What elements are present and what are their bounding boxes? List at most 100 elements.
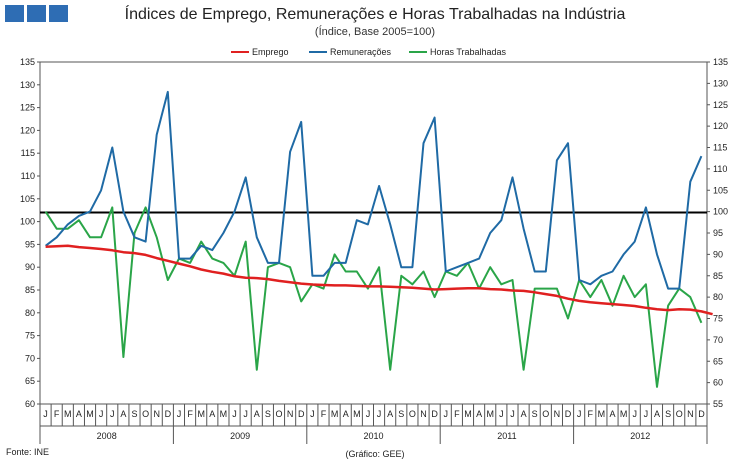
y-right-tick-label: 60 — [713, 378, 723, 388]
y-right-tick-label: 70 — [713, 335, 723, 345]
x-month-label: J — [366, 409, 371, 419]
y-left-tick-label: 105 — [20, 194, 35, 204]
x-month-label: J — [499, 409, 504, 419]
x-month-label: M — [86, 409, 94, 419]
y-left-tick-label: 135 — [20, 57, 35, 67]
x-month-label: N — [687, 409, 694, 419]
x-year-label: 2010 — [363, 431, 383, 441]
y-right-tick-label: 120 — [713, 121, 728, 131]
x-month-label: D — [698, 409, 705, 419]
legend-label: Remunerações — [330, 47, 392, 57]
x-month-label: D — [565, 409, 572, 419]
x-month-label: N — [153, 409, 160, 419]
x-month-label: A — [254, 409, 260, 419]
x-month-label: F — [588, 409, 594, 419]
x-year-label: 2008 — [97, 431, 117, 441]
x-month-label: J — [43, 409, 48, 419]
x-month-label: M — [620, 409, 628, 419]
x-month-label: J — [110, 409, 115, 419]
x-month-label: J — [177, 409, 182, 419]
y-left-tick-label: 125 — [20, 103, 35, 113]
series-line-remunerações — [44, 90, 703, 290]
y-left-tick-label: 80 — [25, 308, 35, 318]
x-month-label: J — [577, 409, 582, 419]
x-month-label: S — [532, 409, 538, 419]
y-right-tick-label: 115 — [713, 143, 727, 153]
x-month-label: F — [54, 409, 60, 419]
x-month-label: M — [353, 409, 361, 419]
x-month-label: J — [310, 409, 315, 419]
x-year-label: 2011 — [497, 431, 516, 441]
y-right-tick-label: 100 — [713, 207, 728, 217]
x-year-label: 2009 — [230, 431, 250, 441]
x-month-label: J — [99, 409, 104, 419]
chart-subtitle: (Índice, Base 2005=100) — [314, 26, 436, 38]
x-month-label: M — [220, 409, 228, 419]
y-right-tick-label: 85 — [713, 271, 723, 281]
x-month-label: J — [510, 409, 515, 419]
y-left-tick-label: 65 — [25, 376, 35, 386]
chart-title: Índices de Emprego, Remunerações e Horas… — [124, 6, 626, 23]
x-month-label: D — [431, 409, 438, 419]
x-month-label: A — [387, 409, 393, 419]
y-left-tick-label: 70 — [25, 353, 35, 363]
x-month-label: O — [542, 409, 549, 419]
x-month-label: O — [142, 409, 149, 419]
x-month-label: A — [76, 409, 82, 419]
plot-frame — [39, 61, 708, 405]
x-month-label: O — [409, 409, 416, 419]
x-month-label: O — [276, 409, 283, 419]
y-left-tick-label: 75 — [25, 331, 35, 341]
x-month-label: N — [420, 409, 427, 419]
chart-credit: (Gráfico: GEE) — [345, 449, 405, 459]
legend-label: Emprego — [252, 47, 289, 57]
y-right-tick-label: 95 — [713, 228, 723, 238]
x-month-label: J — [232, 409, 237, 419]
x-month-label: J — [444, 409, 449, 419]
x-month-label: F — [321, 409, 327, 419]
y-right-tick-label: 65 — [713, 356, 723, 366]
x-month-label: M — [464, 409, 472, 419]
y-right-tick-label: 135 — [713, 57, 728, 67]
y-left-tick-label: 110 — [21, 171, 35, 181]
x-month-label: A — [521, 409, 527, 419]
source-logo-icon — [5, 5, 68, 22]
x-month-label: J — [644, 409, 649, 419]
x-month-label: A — [343, 409, 349, 419]
x-month-label: A — [209, 409, 215, 419]
y-left-tick-label: 95 — [25, 239, 35, 249]
x-month-label: S — [398, 409, 404, 419]
y-right-tick-label: 125 — [713, 100, 728, 110]
x-month-label: M — [64, 409, 72, 419]
x-month-label: M — [486, 409, 494, 419]
x-month-label: F — [454, 409, 460, 419]
y-left-tick-label: 85 — [25, 285, 35, 295]
y-right-tick-label: 130 — [713, 78, 728, 88]
x-month-label: M — [331, 409, 339, 419]
series-line-horas-trabalhadas — [44, 206, 703, 388]
y-right-tick-label: 105 — [713, 185, 728, 195]
x-month-label: S — [665, 409, 671, 419]
x-month-label: D — [298, 409, 305, 419]
y-left-tick-label: 60 — [25, 399, 35, 409]
logo-block — [27, 5, 46, 22]
logo-block — [5, 5, 24, 22]
y-right-tick-label: 55 — [713, 399, 723, 409]
x-month-label: N — [554, 409, 561, 419]
legend-label: Horas Trabalhadas — [430, 47, 507, 57]
y-right-tick-label: 80 — [713, 292, 723, 302]
x-month-label: J — [377, 409, 382, 419]
x-month-label: F — [187, 409, 193, 419]
y-left-tick-label: 115 — [21, 148, 35, 158]
y-left-tick-label: 130 — [20, 80, 35, 90]
y-left-tick-label: 90 — [25, 262, 35, 272]
x-month-label: J — [632, 409, 637, 419]
y-right-tick-label: 90 — [713, 249, 723, 259]
source-note: Fonte: INE — [6, 447, 50, 457]
x-month-label: D — [165, 409, 172, 419]
x-month-label: A — [654, 409, 660, 419]
x-month-label: A — [120, 409, 126, 419]
x-month-label: O — [676, 409, 683, 419]
x-month-label: S — [131, 409, 137, 419]
